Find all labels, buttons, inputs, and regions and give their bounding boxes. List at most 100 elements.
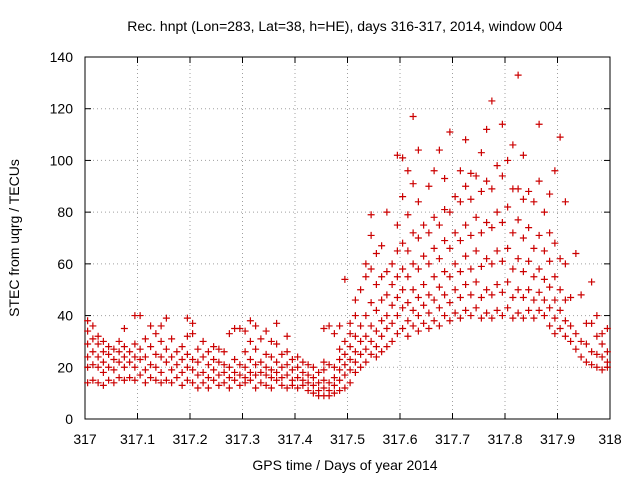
data-point <box>110 356 118 364</box>
data-point <box>383 291 391 299</box>
data-point <box>183 314 191 322</box>
data-point <box>120 353 128 361</box>
data-point <box>446 244 454 252</box>
data-point <box>393 330 401 338</box>
data-point <box>210 356 218 364</box>
data-point <box>383 268 391 276</box>
data-point <box>372 281 380 289</box>
data-point <box>441 206 449 214</box>
data-point <box>477 149 485 157</box>
data-point <box>404 273 412 281</box>
data-point <box>488 291 496 299</box>
data-point <box>236 361 244 369</box>
data-point <box>435 283 443 291</box>
data-point <box>152 376 160 384</box>
data-point <box>430 213 438 221</box>
data-point <box>425 291 433 299</box>
data-point <box>519 195 527 203</box>
data-point <box>441 291 449 299</box>
data-point <box>546 304 554 312</box>
data-point <box>136 356 144 364</box>
data-point <box>383 208 391 216</box>
data-point <box>168 335 176 343</box>
data-point <box>399 239 407 247</box>
data-point <box>236 325 244 332</box>
data-point <box>414 265 422 273</box>
data-point <box>315 387 323 395</box>
data-point <box>409 322 417 330</box>
data-point <box>414 327 422 335</box>
data-point <box>430 244 438 252</box>
data-point <box>493 247 501 255</box>
y-tick-label: 60 <box>57 256 73 272</box>
data-point <box>294 374 302 382</box>
data-point <box>336 387 344 395</box>
data-point <box>588 348 596 356</box>
data-point <box>561 198 569 206</box>
data-point <box>252 361 260 369</box>
data-point <box>409 229 417 237</box>
data-point <box>357 286 365 294</box>
data-point <box>535 265 543 273</box>
data-point <box>330 374 338 382</box>
data-point <box>546 257 554 265</box>
data-point <box>336 376 344 384</box>
data-point <box>593 312 601 320</box>
data-point <box>262 371 270 379</box>
data-point <box>572 250 580 258</box>
data-point <box>435 146 443 154</box>
data-point <box>514 286 522 294</box>
data-point <box>236 371 244 379</box>
data-point <box>84 340 92 348</box>
grid-lines <box>85 57 610 419</box>
data-point <box>435 255 443 263</box>
data-point <box>273 340 281 348</box>
data-point <box>430 296 438 304</box>
data-point <box>126 374 134 382</box>
data-point <box>84 327 92 335</box>
data-point <box>519 151 527 159</box>
data-point <box>383 312 391 320</box>
data-point <box>467 291 475 299</box>
data-point <box>309 363 317 371</box>
data-point <box>278 374 286 382</box>
data-point <box>157 368 165 376</box>
data-point <box>551 167 559 175</box>
data-point <box>556 325 564 332</box>
data-point <box>294 384 302 392</box>
data-point <box>462 136 470 144</box>
data-point <box>89 376 97 384</box>
data-point <box>498 218 506 226</box>
data-point <box>231 368 239 376</box>
data-point <box>105 350 113 358</box>
data-point <box>525 306 533 314</box>
data-point <box>425 325 433 332</box>
data-point <box>330 330 338 338</box>
data-point <box>147 322 155 330</box>
data-point <box>346 379 354 387</box>
data-point <box>530 244 538 252</box>
data-point <box>168 353 176 361</box>
data-point <box>99 337 107 345</box>
data-point <box>267 337 275 345</box>
data-point <box>152 330 160 338</box>
data-point <box>472 247 480 255</box>
data-point <box>372 327 380 335</box>
data-point <box>283 332 291 340</box>
data-point <box>556 306 564 314</box>
data-point <box>252 322 260 330</box>
data-point <box>120 343 128 351</box>
data-point <box>488 260 496 268</box>
data-point <box>378 242 386 250</box>
data-point <box>89 361 97 369</box>
data-point <box>404 332 412 340</box>
data-point <box>110 366 118 374</box>
data-point <box>105 343 113 351</box>
data-point <box>194 384 202 392</box>
data-point <box>178 368 186 376</box>
data-point <box>157 379 165 387</box>
data-point <box>131 363 139 371</box>
data-point <box>404 167 412 175</box>
data-point <box>525 187 533 195</box>
data-point <box>346 330 354 338</box>
